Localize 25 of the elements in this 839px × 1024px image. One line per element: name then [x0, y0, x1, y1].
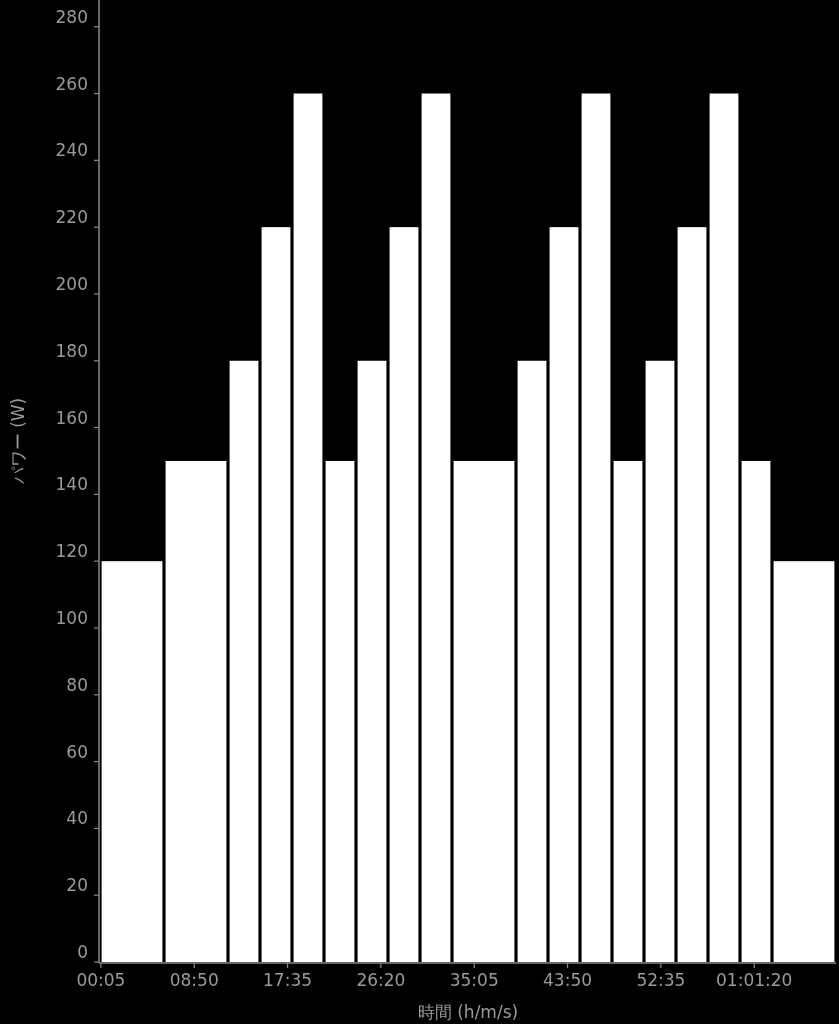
y-tick-label: 240 [55, 140, 88, 161]
x-tick-label: 17:35 [263, 970, 313, 990]
y-tick-label: 120 [55, 541, 88, 562]
x-tick-label: 52:35 [636, 970, 686, 990]
y-tick-label: 60 [66, 741, 88, 762]
y-tick-label: 140 [55, 474, 88, 495]
y-tick-label: 180 [55, 340, 88, 361]
x-tick-label: 43:50 [543, 970, 593, 990]
y-axis-title: パワー (W) [8, 397, 28, 486]
y-tick-label: 200 [55, 273, 88, 294]
x-tick-label: 35:05 [449, 970, 499, 990]
y-tick-label: 220 [55, 207, 88, 228]
y-tick-label: 20 [66, 875, 88, 896]
y-tick-label: 0 [77, 942, 88, 962]
y-tick-label: 100 [55, 607, 88, 628]
x-tick-label: 08:50 [169, 970, 219, 990]
y-tick-label: 280 [55, 6, 88, 27]
y-tick-label: 160 [55, 407, 88, 428]
x-axis-title: 時間 (h/m/s) [417, 1002, 519, 1022]
y-tick-label: 40 [66, 808, 88, 829]
x-tick-label: 01:01:20 [716, 970, 793, 990]
y-tick-label: 80 [66, 674, 88, 695]
y-tick-label: 260 [55, 73, 88, 94]
x-tick-label: 00:05 [76, 970, 126, 990]
x-tick-label: 26:20 [356, 970, 406, 990]
